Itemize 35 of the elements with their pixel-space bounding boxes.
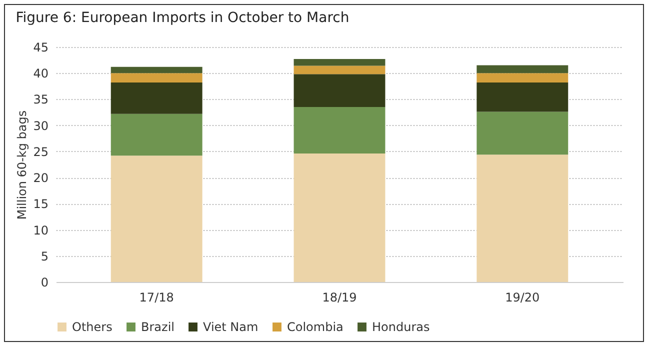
- legend-label: Others: [72, 320, 112, 334]
- legend-label: Brazil: [141, 320, 174, 334]
- bar: [294, 154, 386, 282]
- bar: [476, 112, 568, 155]
- x-tick-label: 18/19: [322, 290, 357, 304]
- y-tick-label: 10: [33, 223, 48, 238]
- legend-label: Colombia: [287, 320, 344, 334]
- y-tick-label: 40: [33, 66, 48, 81]
- bar: [110, 73, 202, 83]
- bar: [294, 59, 386, 66]
- y-tick-label: 45: [33, 40, 48, 54]
- y-tick-label: 20: [33, 171, 48, 186]
- y-tick-label: 5: [40, 249, 48, 264]
- bar: [294, 66, 386, 74]
- bar: [110, 66, 202, 74]
- bar: [110, 156, 202, 282]
- bar: [294, 107, 386, 154]
- y-tick-label: 15: [33, 197, 48, 212]
- bar: [110, 114, 202, 156]
- x-tick-label: 17/18: [139, 290, 174, 304]
- bar: [476, 82, 568, 112]
- x-tick-label: 19/20: [505, 290, 540, 304]
- bar: [476, 65, 568, 74]
- legend-label: Viet Nam: [203, 320, 258, 334]
- legend-label: Honduras: [372, 320, 430, 334]
- y-tick-label: 25: [33, 144, 48, 159]
- y-tick-label: 0: [40, 276, 48, 290]
- y-axis-title: Million 60-kg bags: [15, 110, 30, 220]
- bar: [110, 82, 202, 114]
- bar: [294, 74, 386, 108]
- y-tick-label: 35: [33, 92, 48, 107]
- bar: [476, 73, 568, 83]
- bar: [476, 154, 568, 282]
- chart-title: Figure 6: European Imports in October to March: [16, 10, 350, 26]
- y-tick-label: 30: [33, 118, 48, 133]
